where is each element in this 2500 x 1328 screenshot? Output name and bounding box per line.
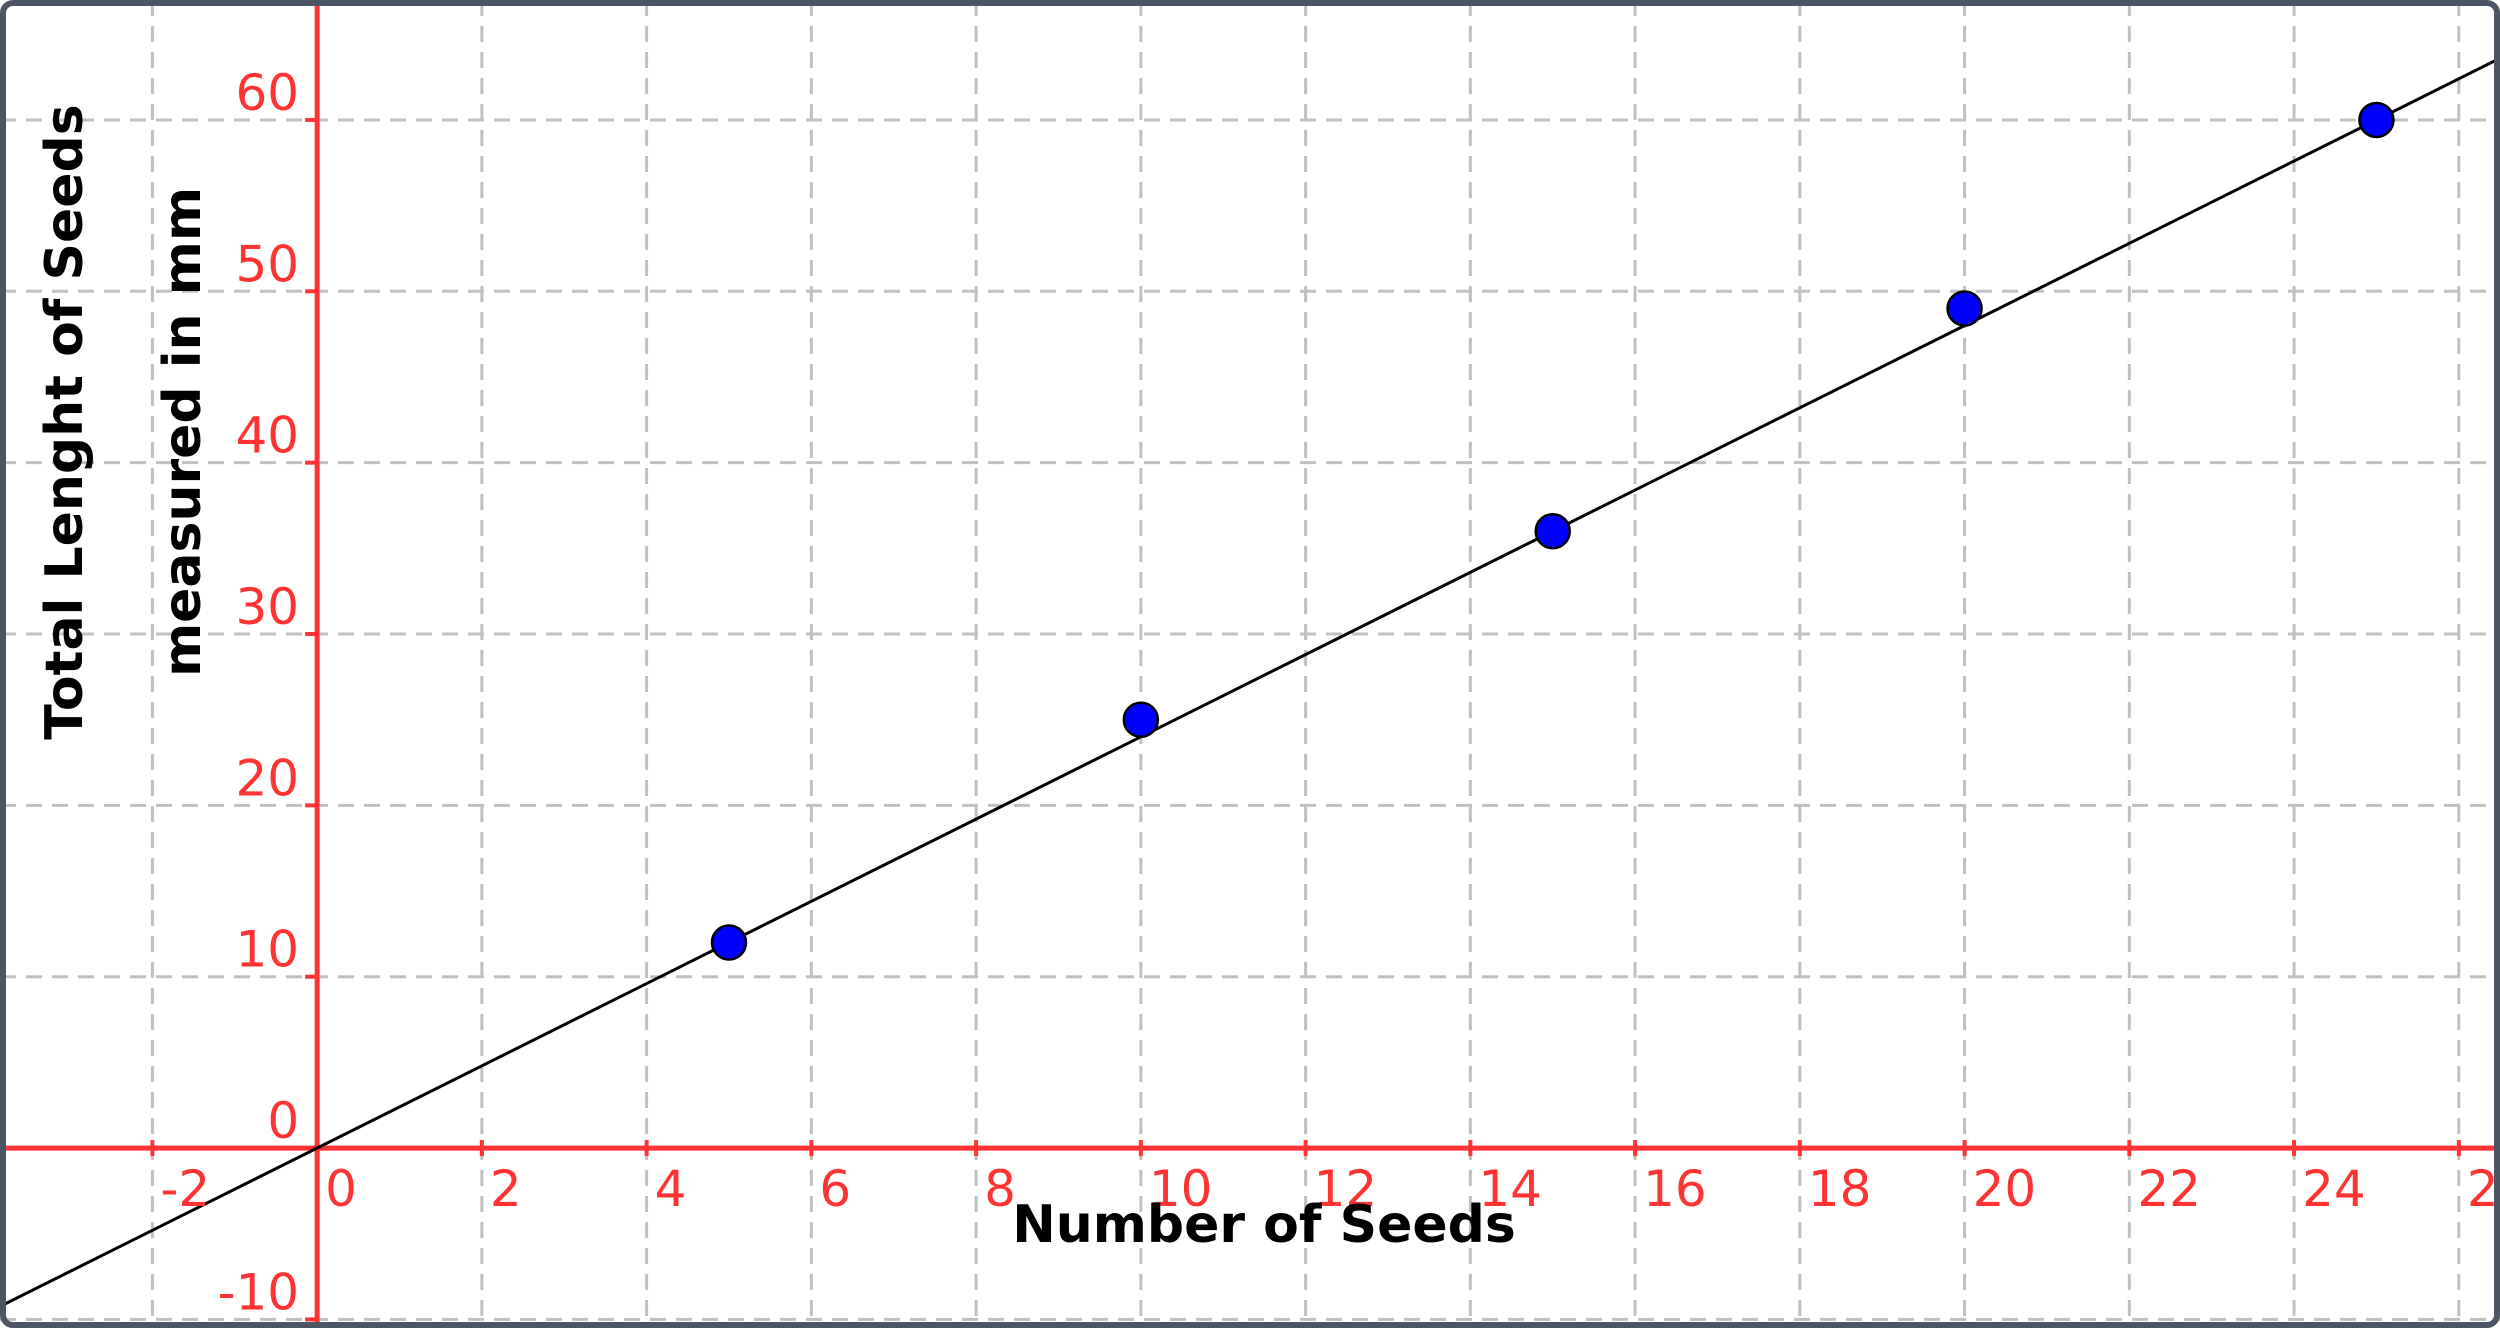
x-tick-label: 14: [1478, 1160, 1542, 1218]
trend-line-group: [0, 56, 2500, 1308]
y-tick-label: 60: [236, 64, 300, 122]
x-tick-label: 22: [2137, 1160, 2201, 1218]
data-point: [1946, 290, 1983, 327]
x-tick-label: 24: [2302, 1160, 2366, 1218]
x-tick-label: 8: [984, 1160, 1016, 1218]
x-tick-label: 12: [1314, 1160, 1378, 1218]
y-tick-label: 50: [236, 235, 300, 293]
x-axis-title: Number of Seeds: [1012, 1195, 1516, 1255]
data-point: [1534, 512, 1571, 550]
x-tick-label: 20: [1973, 1160, 2037, 1218]
y-tick-label: 10: [236, 921, 300, 979]
y-axis-title-line2: measured in mm: [153, 187, 213, 677]
y-tick-label: -10: [217, 1263, 299, 1321]
x-tick-label: 4: [655, 1160, 687, 1218]
x-tick-label: 16: [1643, 1160, 1707, 1218]
x-tick-label: 6: [819, 1160, 851, 1218]
y-tick-label: 20: [236, 749, 300, 807]
data-point: [1122, 701, 1160, 738]
y-tick-label: 30: [236, 578, 300, 636]
y-tick-label: 40: [236, 407, 300, 465]
y-axis-title-line1: Total Lenght of Seeds: [35, 104, 95, 739]
y-tick-label: 0: [267, 1092, 299, 1150]
x-tick-label: 18: [1808, 1160, 1872, 1218]
x-tick-label: 10: [1149, 1160, 1213, 1218]
data-points: [710, 101, 2395, 961]
x-tick-label: -2: [160, 1160, 210, 1218]
tick-labels: -202468101214161820222426-10010203040506…: [160, 64, 2500, 1321]
trend-line: [0, 56, 2500, 1308]
x-tick-label: 0: [325, 1160, 357, 1218]
data-point: [710, 924, 748, 961]
x-tick-label: 2: [490, 1160, 522, 1218]
data-point: [2358, 101, 2395, 139]
